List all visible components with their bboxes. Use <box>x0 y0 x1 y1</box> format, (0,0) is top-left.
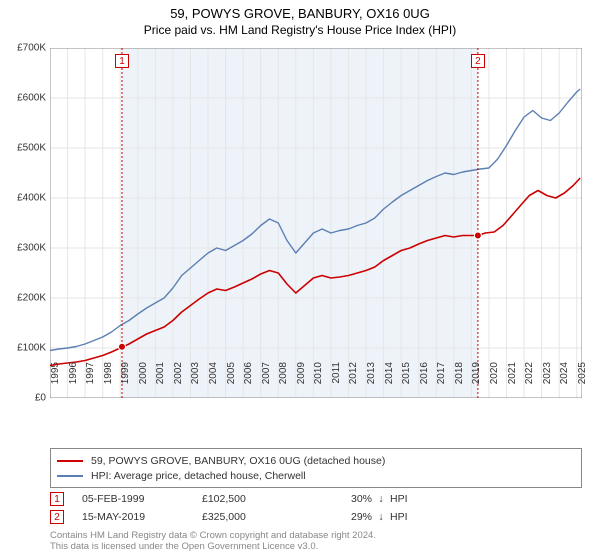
x-axis-label: 2017 <box>436 362 447 402</box>
y-axis-label: £400K <box>6 193 46 204</box>
x-axis-label: 2015 <box>401 362 412 402</box>
marker-pct: 29% <box>312 511 372 523</box>
x-axis-label: 2011 <box>331 362 342 402</box>
x-axis-label: 2010 <box>313 362 324 402</box>
x-axis-label: 1996 <box>68 362 79 402</box>
chart-area: £0£100K£200K£300K£400K£500K£600K£700K199… <box>50 48 582 398</box>
marker-suffix: HPI <box>390 511 430 523</box>
titles: 59, POWYS GROVE, BANBURY, OX16 0UG Price… <box>0 0 600 37</box>
x-axis-label: 2018 <box>454 362 465 402</box>
x-axis-label: 2008 <box>278 362 289 402</box>
chart-marker-box: 1 <box>115 54 129 68</box>
y-axis-label: £200K <box>6 293 46 304</box>
x-axis-label: 2024 <box>559 362 570 402</box>
x-axis-label: 1999 <box>120 362 131 402</box>
x-axis-label: 2023 <box>542 362 553 402</box>
x-axis-label: 2019 <box>471 362 482 402</box>
y-axis-label: £600K <box>6 93 46 104</box>
marker-date: 15-MAY-2019 <box>82 511 202 523</box>
x-axis-label: 2002 <box>173 362 184 402</box>
x-axis-label: 2025 <box>577 362 588 402</box>
legend-box: 59, POWYS GROVE, BANBURY, OX16 0UG (deta… <box>50 448 582 488</box>
container: 59, POWYS GROVE, BANBURY, OX16 0UG Price… <box>0 0 600 560</box>
marker-table: 1 05-FEB-1999 £102,500 30% ↓ HPI 2 15-MA… <box>50 490 582 526</box>
y-axis-label: £700K <box>6 43 46 54</box>
x-axis-label: 2007 <box>261 362 272 402</box>
x-axis-label: 2020 <box>489 362 500 402</box>
x-axis-label: 1998 <box>103 362 114 402</box>
arrow-down-icon: ↓ <box>372 493 390 505</box>
y-axis-label: £300K <box>6 243 46 254</box>
x-axis-label: 2013 <box>366 362 377 402</box>
marker-number-box: 1 <box>50 492 64 506</box>
x-axis-label: 2016 <box>419 362 430 402</box>
legend-row: HPI: Average price, detached house, Cher… <box>57 468 575 483</box>
marker-row: 1 05-FEB-1999 £102,500 30% ↓ HPI <box>50 490 582 508</box>
footer-attribution: Contains HM Land Registry data © Crown c… <box>50 530 582 553</box>
marker-number-box: 2 <box>50 510 64 524</box>
x-axis-label: 2005 <box>226 362 237 402</box>
x-axis-label: 2012 <box>348 362 359 402</box>
legend-swatch <box>57 460 83 462</box>
y-axis-label: £100K <box>6 343 46 354</box>
marker-date: 05-FEB-1999 <box>82 493 202 505</box>
footer-line: This data is licensed under the Open Gov… <box>50 541 582 552</box>
x-axis-label: 2004 <box>208 362 219 402</box>
x-axis-label: 2003 <box>190 362 201 402</box>
x-axis-label: 1997 <box>85 362 96 402</box>
marker-price: £102,500 <box>202 493 312 505</box>
x-axis-label: 2022 <box>524 362 535 402</box>
marker-row: 2 15-MAY-2019 £325,000 29% ↓ HPI <box>50 508 582 526</box>
arrow-down-icon: ↓ <box>372 511 390 523</box>
legend-swatch <box>57 475 83 477</box>
chart-marker-box: 2 <box>471 54 485 68</box>
x-axis-label: 2001 <box>155 362 166 402</box>
x-axis-label: 2014 <box>384 362 395 402</box>
x-axis-label: 2006 <box>243 362 254 402</box>
x-axis-label: 1995 <box>50 362 61 402</box>
marker-suffix: HPI <box>390 493 430 505</box>
title-address: 59, POWYS GROVE, BANBURY, OX16 0UG <box>0 6 600 21</box>
y-axis-label: £0 <box>6 393 46 404</box>
title-sub: Price paid vs. HM Land Registry's House … <box>0 23 600 37</box>
chart-svg <box>50 48 582 398</box>
x-axis-label: 2000 <box>138 362 149 402</box>
legend-row: 59, POWYS GROVE, BANBURY, OX16 0UG (deta… <box>57 453 575 468</box>
marker-pct: 30% <box>312 493 372 505</box>
legend-label: HPI: Average price, detached house, Cher… <box>91 470 306 482</box>
footer-line: Contains HM Land Registry data © Crown c… <box>50 530 582 541</box>
x-axis-label: 2021 <box>507 362 518 402</box>
marker-price: £325,000 <box>202 511 312 523</box>
x-axis-label: 2009 <box>296 362 307 402</box>
legend-label: 59, POWYS GROVE, BANBURY, OX16 0UG (deta… <box>91 455 385 467</box>
y-axis-label: £500K <box>6 143 46 154</box>
